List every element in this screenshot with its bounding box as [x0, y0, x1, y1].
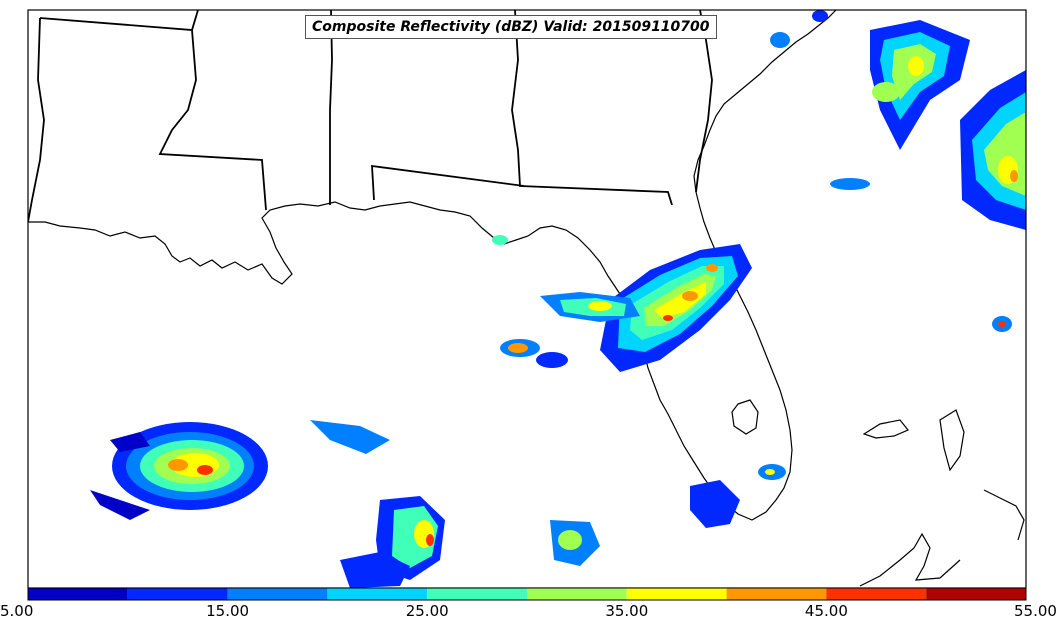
- colorbar: [27, 587, 1027, 601]
- colorbar-tick-label: 15.00: [206, 602, 250, 620]
- colorbar-tick-label: 5.00: [0, 602, 34, 620]
- storm-hurricane-echo: [90, 422, 268, 520]
- colorbar-border: [27, 587, 1027, 601]
- colorbar-tick-label: 35.00: [605, 602, 649, 620]
- colorbar-bin-2: [227, 588, 328, 600]
- colorbar-tick-label: 45.00: [804, 602, 848, 620]
- colorbar-bin-1: [127, 588, 228, 600]
- map-title: Composite Reflectivity (dBZ) Valid: 2015…: [305, 15, 717, 39]
- colorbar-bin-5: [527, 588, 627, 600]
- colorbar-bin-6: [626, 588, 727, 600]
- cuba-coastline: [859, 532, 961, 587]
- storm-northeast-echo: [870, 20, 970, 150]
- storm-florida-band: [600, 244, 752, 372]
- colorbar-tick-label: 55.00: [1014, 602, 1057, 620]
- lake-okeechobee: [731, 399, 759, 435]
- colorbar-bin-3: [327, 588, 428, 600]
- colorbar-tick-label: 25.00: [405, 602, 449, 620]
- colorbar-bin-8: [826, 588, 927, 600]
- storm-atlantic-echo: [960, 70, 1026, 230]
- atlantic-coastline: [693, 10, 837, 209]
- colorbar-bin-0: [28, 588, 128, 600]
- colorbar-bin-7: [726, 588, 827, 600]
- gulf-coastline: [28, 201, 793, 521]
- bahamas-coastline: [862, 409, 1025, 541]
- storm-gulf-band: [500, 292, 640, 368]
- state-borders: [28, 10, 713, 223]
- colorbar-bin-9: [926, 588, 1026, 600]
- storm-southern-gulf-echo: [310, 10, 1012, 588]
- colorbar-bin-4: [427, 588, 527, 600]
